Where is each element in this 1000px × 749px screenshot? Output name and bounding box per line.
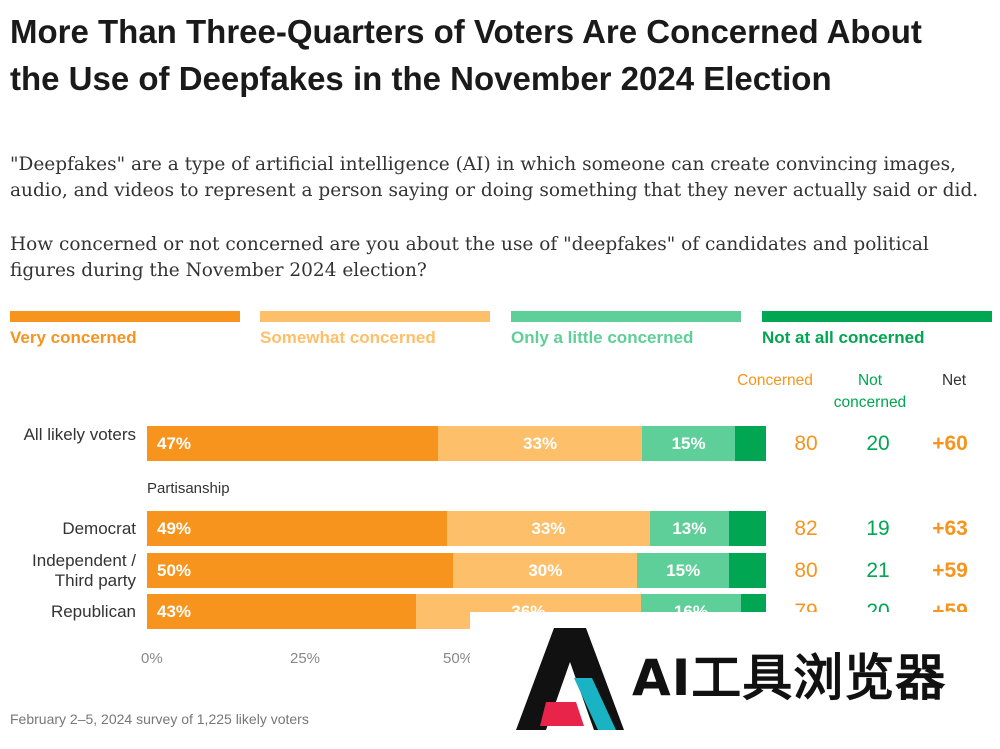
net-value-democrat: +63 <box>932 517 968 540</box>
bar-segment-very-concerned-independent: 50% <box>147 553 454 588</box>
net-value-independent: +59 <box>932 559 968 582</box>
legend-item-notatall: Not at all concerned <box>762 311 992 348</box>
chart-title: More Than Three-Quarters of Voters Are C… <box>10 13 922 97</box>
bar-value-label-very-concerned-republican: 43% <box>157 601 192 621</box>
bar-segment-somewhat-concerned-democrat: 33% <box>447 511 650 546</box>
bar-segment-little-concerned-all-voters: 15% <box>642 426 736 461</box>
bar-row-independent: 50% 30% 15% <box>147 553 766 588</box>
legend-label-somewhat: Somewhat concerned <box>260 328 436 347</box>
bar-value-label-very-concerned-independent: 50% <box>157 560 192 580</box>
bar-value-label-somewhat-concerned-democrat: 33% <box>531 518 566 538</box>
bar-value-label-very-concerned-democrat: 49% <box>157 518 192 538</box>
not-concerned-value-democrat: 19 <box>866 517 890 540</box>
legend-swatch-very <box>10 311 240 322</box>
bar-segment-not-at-all-concerned-democrat <box>729 511 766 546</box>
legend-item-very: Very concerned <box>10 311 240 348</box>
x-tick-label-50: 50% <box>443 650 474 667</box>
concerned-value-democrat: 82 <box>794 517 818 540</box>
survey-question: How concerned or not concerned are you a… <box>10 234 929 281</box>
bar-segment-very-concerned-democrat: 49% <box>147 511 448 546</box>
not-concerned-value-all-voters: 20 <box>866 432 890 455</box>
watermark-text: AI工具浏览器 <box>632 649 947 707</box>
column-header-net: Net <box>941 372 967 389</box>
bar-row-all-voters: 47% 33% 15% <box>147 426 766 461</box>
bar-value-label-little-concerned-independent: 15% <box>666 560 701 580</box>
bar-segment-somewhat-concerned-all-voters: 33% <box>437 426 643 461</box>
legend-label-very: Very concerned <box>10 328 137 347</box>
row-label-republican: Republican <box>50 602 136 621</box>
bar-value-label-somewhat-concerned-all-voters: 33% <box>523 433 558 453</box>
bar-value-label-little-concerned-all-voters: 15% <box>671 433 706 453</box>
bar-value-label-little-concerned-democrat: 13% <box>672 518 707 538</box>
survey-footnote: February 2–5, 2024 survey of 1,225 likel… <box>10 711 309 727</box>
bar-value-label-somewhat-concerned-independent: 30% <box>528 560 563 580</box>
legend-swatch-little <box>511 311 741 322</box>
bar-segment-not-at-all-concerned-independent <box>729 553 766 588</box>
watermark-logo-icon <box>516 628 624 730</box>
legend-label-notatall: Not at all concerned <box>762 328 925 347</box>
x-tick-label-0: 0% <box>141 650 163 667</box>
column-header-not-concerned: Not concerned <box>833 372 907 411</box>
bar-segment-little-concerned-democrat: 13% <box>649 511 730 546</box>
legend-label-little: Only a little concerned <box>511 328 694 347</box>
legend-swatch-somewhat <box>260 311 490 322</box>
bar-segment-little-concerned-independent: 15% <box>637 553 730 588</box>
bar-segment-somewhat-concerned-independent: 30% <box>453 553 638 588</box>
row-label-all-voters: All likely voters <box>23 425 136 444</box>
net-value-all-voters: +60 <box>932 432 968 455</box>
row-label-independent: Independent / Third party <box>32 551 136 590</box>
concerned-value-independent: 80 <box>794 559 818 582</box>
group-label-partisanship: Partisanship <box>147 480 230 497</box>
chart-subtitle: "Deepfakes" are a type of artificial int… <box>10 154 979 201</box>
bar-row-democrat: 49% 33% 13% <box>147 511 766 546</box>
not-concerned-value-independent: 21 <box>866 559 890 582</box>
x-tick-label-25: 25% <box>290 650 321 667</box>
bar-value-label-very-concerned-all-voters: 47% <box>157 433 192 453</box>
legend-swatch-notatall <box>762 311 992 322</box>
bar-segment-very-concerned-all-voters: 47% <box>147 426 438 461</box>
legend-item-little: Only a little concerned <box>511 311 741 348</box>
legend-item-somewhat: Somewhat concerned <box>260 311 490 348</box>
column-header-concerned: Concerned <box>737 372 813 389</box>
bar-segment-very-concerned-republican: 43% <box>147 594 416 629</box>
row-label-democrat: Democrat <box>62 519 136 538</box>
bar-segment-not-at-all-concerned-all-voters <box>735 426 766 461</box>
concerned-value-all-voters: 80 <box>794 432 818 455</box>
